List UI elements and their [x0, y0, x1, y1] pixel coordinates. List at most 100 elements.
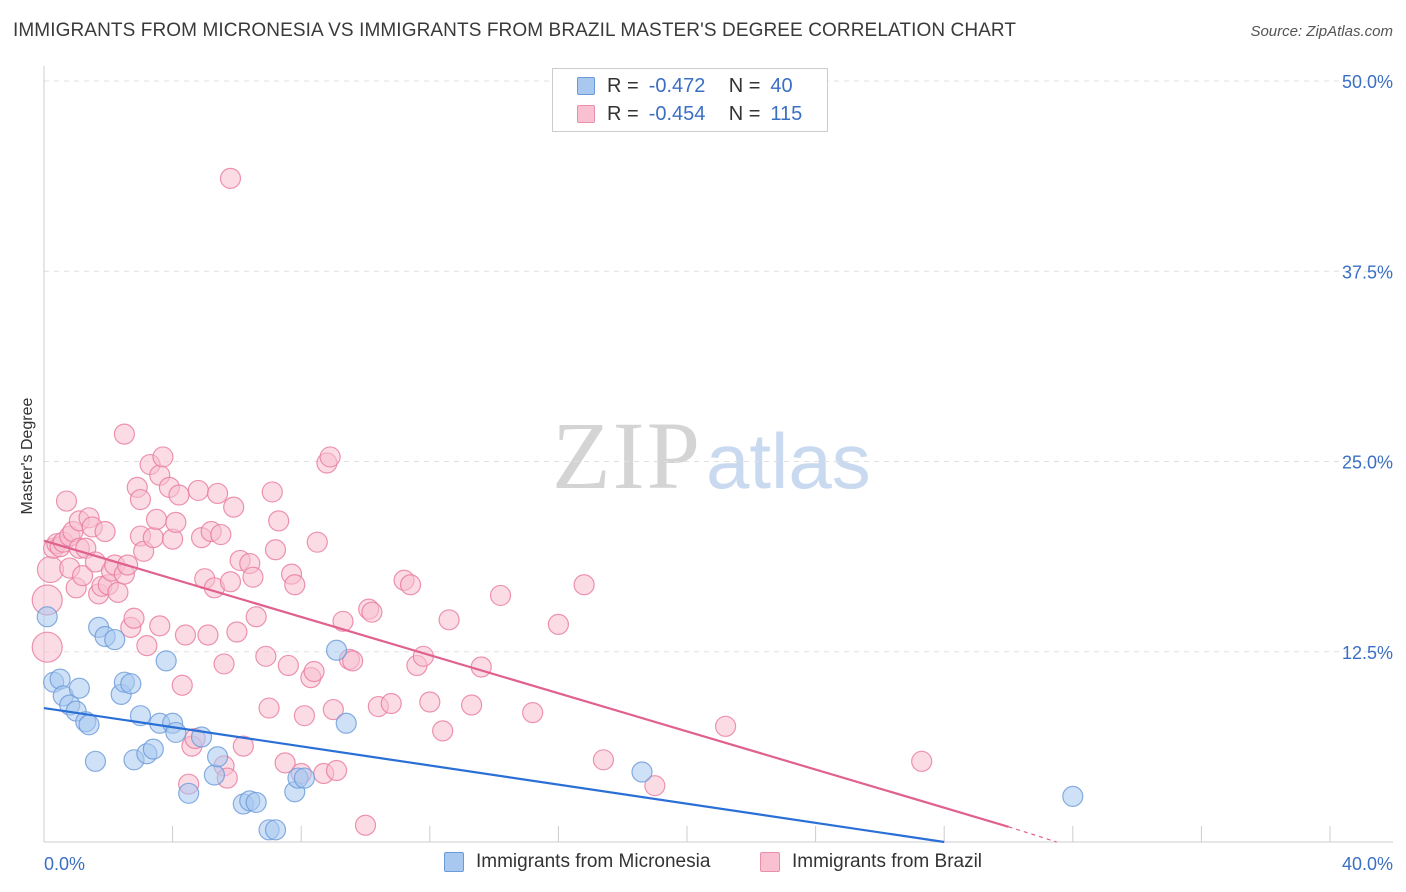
brazil-point: [187, 479, 209, 502]
brazil-swatch: [760, 852, 780, 872]
brazil-point: [223, 496, 245, 518]
brazil-point: [113, 423, 135, 445]
micronesia-point: [203, 764, 225, 786]
micronesia-point: [207, 746, 229, 768]
brazil-point: [911, 750, 933, 772]
brazil-point: [168, 484, 190, 506]
brazil-point: [592, 749, 615, 771]
micronesia-point: [631, 761, 653, 783]
brazil-point: [197, 624, 219, 646]
micronesia-trendline: [43, 706, 945, 844]
micronesia-point: [178, 782, 200, 804]
x-tick-label: 0.0%: [44, 854, 85, 874]
brazil-trendline-extension: [1008, 826, 1057, 843]
brazil-point: [306, 531, 328, 553]
brazil-trendline: [43, 539, 1009, 828]
brazil-point: [31, 631, 63, 663]
brazil-point: [242, 566, 264, 588]
watermark: ZIPatlas: [552, 400, 871, 511]
brazil-point: [94, 520, 116, 543]
brazil-point: [419, 691, 441, 713]
brazil-point: [123, 607, 145, 629]
legend-label-micronesia: Immigrants from Micronesia: [476, 851, 711, 872]
brazil-point: [55, 490, 78, 512]
y-tick-label: 50.0%: [1342, 72, 1393, 92]
micronesia-swatch: [577, 77, 595, 95]
legend-n-value: 115: [770, 102, 803, 125]
brazil-point: [361, 601, 383, 623]
brazil-point: [219, 167, 242, 190]
brazil-point: [319, 446, 341, 468]
brazil-point: [174, 624, 197, 646]
brazil-point: [136, 635, 158, 657]
micronesia-point: [84, 750, 107, 772]
brazil-point: [219, 571, 242, 593]
brazil-point: [145, 508, 168, 530]
legend-n-label: N =: [728, 102, 761, 125]
brazil-point: [470, 656, 492, 678]
brazil-point: [325, 759, 348, 782]
brazil-point: [232, 735, 254, 757]
y-tick-label: 12.5%: [1342, 643, 1393, 663]
brazil-point: [245, 606, 267, 628]
micronesia-swatch: [444, 852, 464, 872]
brazil-point: [432, 720, 454, 742]
brazil-point: [142, 526, 164, 549]
legend-r-value: -0.454: [648, 102, 706, 125]
micronesia-point: [245, 791, 267, 814]
y-tick-label: 37.5%: [1342, 262, 1393, 282]
brazil-point: [255, 645, 277, 667]
brazil-point: [152, 446, 174, 468]
brazil-point: [489, 584, 512, 607]
legend-row-brazil: R = -0.454 N = 115: [553, 101, 802, 127]
micronesia-point: [165, 721, 187, 744]
legend-item-brazil: Immigrants from Brazil: [760, 851, 982, 873]
micronesia-point: [325, 639, 348, 661]
brazil-point: [284, 574, 306, 596]
brazil-point: [149, 615, 171, 637]
legend-r-label: R =: [607, 102, 639, 125]
brazil-point: [274, 752, 296, 774]
micronesia-point: [264, 819, 287, 841]
micronesia-point: [120, 673, 142, 695]
brazil-point: [258, 697, 280, 719]
brazil-point: [303, 660, 325, 683]
brazil-point: [268, 510, 290, 532]
y-tick-label: 25.0%: [1342, 453, 1393, 473]
brazil-point: [264, 539, 287, 561]
micronesia-point: [335, 712, 357, 734]
micronesia-point: [293, 767, 316, 789]
legend-label-brazil: Immigrants from Brazil: [792, 851, 983, 872]
brazil-point: [213, 653, 235, 675]
legend-row-micronesia: R = -0.472 N = 40: [553, 73, 793, 99]
brazil-point: [644, 775, 666, 797]
brazil-point: [207, 482, 229, 505]
legend-item-micronesia: Immigrants from Micronesia: [444, 851, 710, 873]
brazil-point: [210, 523, 232, 546]
x-tick-label: 40.0%: [1342, 854, 1393, 874]
micronesia-point: [104, 628, 126, 651]
brazil-point: [522, 702, 544, 724]
legend-r-value: -0.472: [648, 74, 706, 97]
brazil-point: [380, 692, 402, 715]
brazil-swatch: [577, 105, 595, 123]
micronesia-point: [36, 606, 58, 628]
brazil-point: [107, 581, 129, 603]
correlation-legend: R = -0.472 N = 40 R = -0.454 N = 115: [552, 68, 828, 132]
brazil-point: [277, 654, 299, 677]
brazil-point: [460, 694, 483, 716]
legend-n-label: N =: [728, 74, 761, 97]
brazil-point: [171, 674, 193, 696]
y-axis-label: Master's Degree: [19, 397, 36, 515]
legend-n-value: 40: [770, 74, 793, 97]
watermark-zip: ZIP: [552, 402, 702, 509]
chart-source: Source: ZipAtlas.com: [1250, 23, 1393, 40]
brazil-point: [129, 488, 152, 511]
brazil-point: [399, 574, 422, 596]
brazil-point: [226, 621, 248, 643]
chart-title: IMMIGRANTS FROM MICRONESIA VS IMMIGRANTS…: [13, 20, 1017, 41]
brazil-point: [714, 715, 737, 737]
brazil-point: [547, 613, 570, 635]
legend-r-label: R =: [607, 74, 639, 97]
micronesia-point: [1062, 785, 1084, 807]
